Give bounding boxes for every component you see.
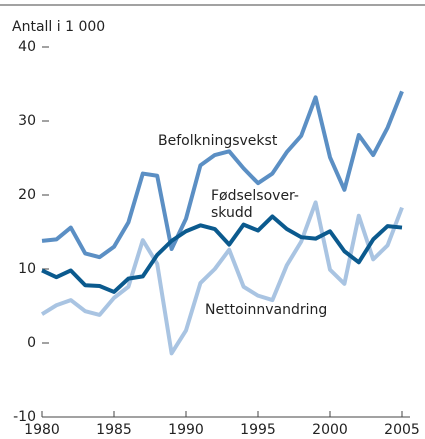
y-tick-label: 10 bbox=[18, 261, 36, 277]
y-axis-label: Antall i 1 000 bbox=[12, 19, 105, 35]
x-tick-label: 2000 bbox=[312, 422, 348, 438]
x-tick-label: 1980 bbox=[24, 422, 60, 438]
y-tick-label: 40 bbox=[18, 39, 36, 55]
series-line bbox=[41, 90, 404, 260]
y-tick-label: 20 bbox=[18, 187, 36, 203]
annotation: Fødselsover- bbox=[211, 188, 299, 204]
x-tick-label: 1990 bbox=[168, 422, 204, 438]
y-tick-label: 0 bbox=[27, 335, 36, 351]
annotation: Befolkningsvekst bbox=[158, 133, 278, 149]
y-tick-label: 30 bbox=[18, 113, 36, 129]
x-tick-label: 1985 bbox=[96, 422, 132, 438]
annotation: Nettoinnvandring bbox=[205, 302, 327, 318]
series-line bbox=[40, 200, 404, 356]
y-tick-label: -10 bbox=[13, 409, 36, 425]
x-tick-label: 2005 bbox=[384, 422, 420, 438]
x-tick-label: 1995 bbox=[240, 422, 276, 438]
series-line bbox=[41, 214, 403, 294]
annotation: skudd bbox=[211, 205, 253, 221]
